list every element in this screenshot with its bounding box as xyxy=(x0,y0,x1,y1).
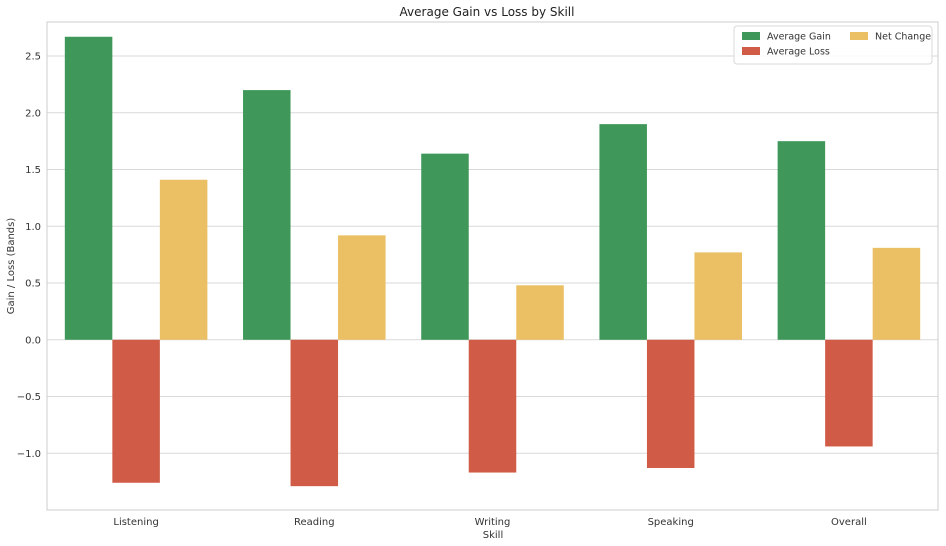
y-axis-ticks: −1.0 −0.5 0.0 0.5 1.0 1.5 2.0 2.5 xyxy=(17,52,41,460)
y-axis-label: Gain / Loss (Bands) xyxy=(6,218,17,315)
y-tick-label: −0.5 xyxy=(17,392,41,403)
plot-frame xyxy=(46,21,939,511)
bar-average-loss-speaking xyxy=(646,339,695,469)
bar-average-gain-overall xyxy=(777,141,826,340)
bar-average-gain-writing xyxy=(421,153,469,340)
bar-net-change-overall xyxy=(872,247,921,340)
legend-swatch-net-change xyxy=(850,32,868,40)
x-tick-label: Overall xyxy=(831,517,867,528)
y-tick-label: 2.0 xyxy=(25,108,41,119)
bar-average-gain-reading xyxy=(243,90,291,340)
bar-average-loss-overall xyxy=(825,339,873,447)
y-tick-label: 1.5 xyxy=(25,165,41,176)
legend: Average Gain Average Loss Net Change xyxy=(733,25,933,65)
y-tick-label: 0.0 xyxy=(25,335,41,346)
x-tick-label: Reading xyxy=(294,517,335,528)
chart-title: Average Gain vs Loss by Skill xyxy=(400,5,575,19)
bar-average-gain-listening xyxy=(64,36,113,340)
bar-net-change-reading xyxy=(338,235,386,340)
legend-label-net-change: Net Change xyxy=(875,32,931,43)
bar-net-change-speaking xyxy=(694,252,742,340)
bar-net-change-writing xyxy=(516,285,564,340)
legend-box xyxy=(733,25,933,65)
x-tick-label: Speaking xyxy=(648,517,694,528)
legend-swatch-average-gain xyxy=(742,32,760,40)
y-tick-label: −1.0 xyxy=(17,449,41,460)
legend-label-average-gain: Average Gain xyxy=(767,32,831,43)
bars xyxy=(64,36,921,487)
bar-net-change-listening xyxy=(159,179,208,340)
y-tick-label: 1.0 xyxy=(25,222,41,233)
x-tick-label: Listening xyxy=(113,517,158,528)
x-axis-ticks: Listening Reading Writing Speaking Overall xyxy=(113,517,866,528)
legend-swatch-average-loss xyxy=(742,47,760,55)
x-axis-label: Skill xyxy=(483,530,503,541)
bar-average-gain-speaking xyxy=(599,124,647,340)
y-tick-label: 0.5 xyxy=(25,279,41,290)
legend-label-average-loss: Average Loss xyxy=(767,47,830,58)
bar-average-loss-reading xyxy=(290,339,339,487)
bar-average-loss-listening xyxy=(112,339,160,483)
y-tick-label: 2.5 xyxy=(25,52,41,63)
x-tick-label: Writing xyxy=(475,517,511,528)
bar-average-loss-writing xyxy=(468,339,517,473)
